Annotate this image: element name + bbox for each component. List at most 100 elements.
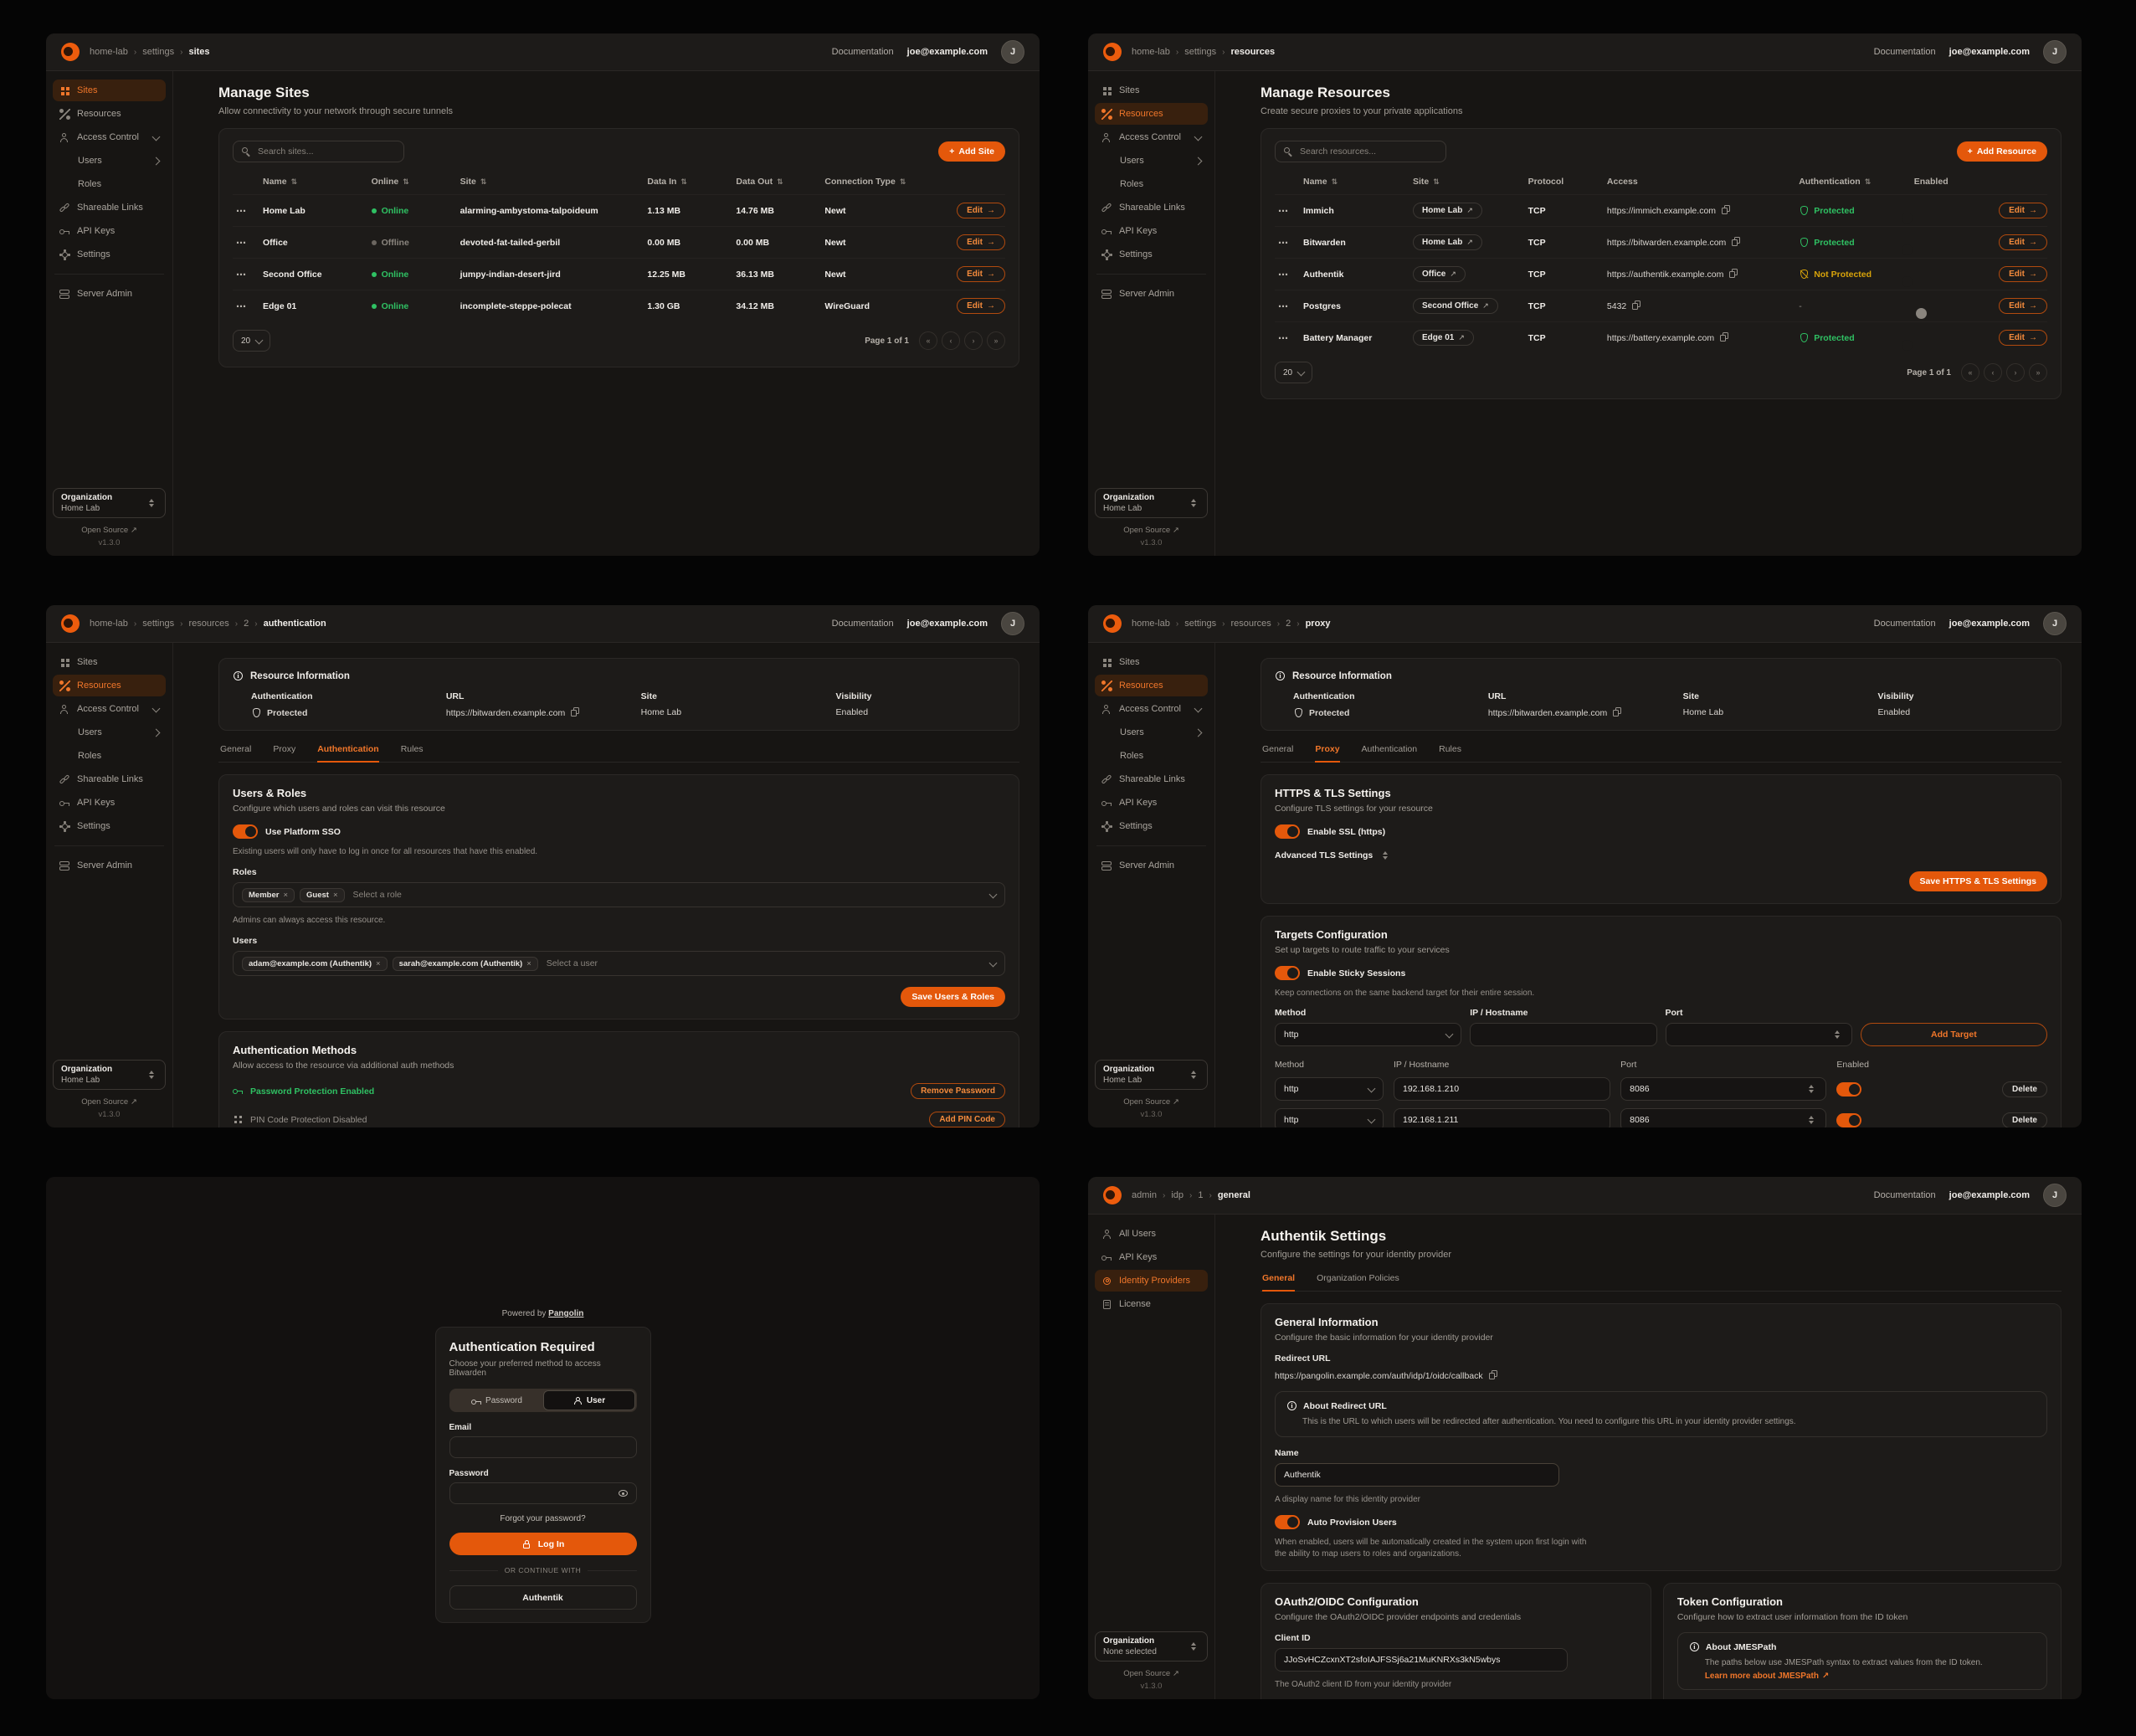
edit-button[interactable]: Edit →	[1999, 298, 2047, 314]
sidebar-item-all-users[interactable]: All Users	[1095, 1223, 1208, 1245]
user-email[interactable]: joe@example.com	[906, 619, 988, 629]
close-icon[interactable]: ×	[376, 958, 381, 968]
sidebar-item-shareable-links[interactable]: Shareable Links	[1095, 197, 1208, 218]
breadcrumb-segment[interactable]: resources	[188, 619, 229, 629]
user-email[interactable]: joe@example.com	[906, 47, 988, 57]
sidebar-item-api-keys[interactable]: API Keys	[1095, 792, 1208, 814]
tab-authentication[interactable]: Authentication	[317, 744, 379, 763]
org-selector[interactable]: Organization Home Lab	[53, 1060, 166, 1090]
copy-icon[interactable]	[1631, 300, 1642, 311]
column-header-online[interactable]: Online ⇅	[371, 177, 409, 187]
next-page-button[interactable]: ›	[2006, 363, 2025, 382]
search-input[interactable]	[258, 146, 396, 157]
breadcrumb-segment[interactable]: idp	[1171, 1190, 1184, 1200]
next-page-button[interactable]: ›	[964, 331, 983, 350]
column-header-site[interactable]: Site ⇅	[1413, 177, 1440, 187]
prev-page-button[interactable]: ‹	[1984, 363, 2002, 382]
sidebar-item-shareable-links[interactable]: Shareable Links	[1095, 768, 1208, 790]
user-chip[interactable]: sarah@example.com (Authentik) ×	[392, 956, 538, 971]
sidebar-item-users[interactable]: Users	[53, 722, 166, 743]
stepper-icon[interactable]	[1806, 1084, 1817, 1095]
sidebar-item-access-control[interactable]: Access Control	[1095, 698, 1208, 720]
row-actions-icon[interactable]: ⋯	[1278, 300, 1288, 312]
target-enabled-toggle[interactable]	[1836, 1081, 1862, 1097]
documentation-link[interactable]: Documentation	[831, 47, 894, 57]
tab-authentication[interactable]: Authentication	[1361, 744, 1418, 754]
org-selector[interactable]: Organization Home Lab	[1095, 1060, 1208, 1090]
last-page-button[interactable]: »	[987, 331, 1005, 350]
copy-icon[interactable]	[1488, 1370, 1499, 1381]
save-users-roles-button[interactable]: Save Users & Roles	[901, 987, 1005, 1007]
breadcrumb-segment[interactable]: resources	[1230, 619, 1271, 629]
copy-icon[interactable]	[1731, 237, 1742, 248]
copy-icon[interactable]	[1612, 707, 1623, 718]
sidebar-item-roles[interactable]: Roles	[53, 745, 166, 767]
sidebar-item-roles[interactable]: Roles	[1095, 173, 1208, 195]
prev-page-button[interactable]: ‹	[942, 331, 960, 350]
delete-target-button[interactable]: Delete	[2001, 1081, 2047, 1097]
sidebar-item-shareable-links[interactable]: Shareable Links	[53, 197, 166, 218]
site-chip[interactable]: Home Lab ↗	[1413, 203, 1482, 218]
tab-password[interactable]: Password	[451, 1390, 543, 1410]
copy-icon[interactable]	[570, 707, 581, 718]
tab-rules[interactable]: Rules	[400, 744, 424, 754]
sidebar-item-identity-providers[interactable]: Identity Providers	[1095, 1270, 1208, 1292]
advanced-tls-settings[interactable]: Advanced TLS Settings	[1275, 850, 2047, 860]
sidebar-item-users[interactable]: Users	[53, 150, 166, 172]
open-source-link[interactable]: Open Source ↗	[1123, 526, 1179, 535]
idp-name-input[interactable]	[1284, 1470, 1550, 1480]
first-page-button[interactable]: «	[919, 331, 937, 350]
close-icon[interactable]: ×	[332, 890, 338, 900]
row-actions-icon[interactable]: ⋯	[1278, 204, 1288, 217]
ip-hostname-input[interactable]	[1479, 1030, 1648, 1040]
sidebar-item-api-keys[interactable]: API Keys	[53, 220, 166, 242]
client-id-input[interactable]	[1284, 1655, 1558, 1665]
port-input[interactable]	[1630, 1115, 1802, 1125]
forgot-password-link[interactable]: Forgot your password?	[500, 1514, 586, 1523]
add-target-button[interactable]: Add Target	[1860, 1023, 2047, 1046]
role-chip[interactable]: Guest ×	[300, 887, 345, 902]
site-chip[interactable]: Office ↗	[1413, 266, 1466, 282]
add-pin-code-button[interactable]: Add PIN Code	[929, 1112, 1005, 1127]
tab-user[interactable]: User	[542, 1390, 635, 1410]
sidebar-item-api-keys[interactable]: API Keys	[1095, 1246, 1208, 1268]
column-header-data-in[interactable]: Data In ⇅	[647, 177, 687, 187]
ip-hostname-input[interactable]	[1403, 1115, 1602, 1125]
avatar[interactable]: J	[2043, 1184, 2067, 1207]
close-icon[interactable]: ×	[526, 958, 531, 968]
documentation-link[interactable]: Documentation	[831, 619, 894, 629]
sidebar-item-shareable-links[interactable]: Shareable Links	[53, 768, 166, 790]
breadcrumb-segment[interactable]: home-lab	[1132, 47, 1170, 57]
sidebar-item-access-control[interactable]: Access Control	[53, 126, 166, 148]
org-selector[interactable]: Organization Home Lab	[1095, 488, 1208, 518]
ip-hostname-input[interactable]	[1403, 1084, 1602, 1094]
breadcrumb-segment[interactable]: home-lab	[90, 47, 128, 57]
tab-proxy[interactable]: Proxy	[273, 744, 296, 754]
breadcrumb-segment[interactable]: 1	[1198, 1190, 1204, 1200]
sidebar-item-roles[interactable]: Roles	[53, 173, 166, 195]
sidebar-item-resources[interactable]: Resources	[53, 675, 166, 696]
stepper-icon[interactable]	[1806, 1115, 1817, 1126]
sidebar-item-access-control[interactable]: Access Control	[1095, 126, 1208, 148]
sidebar-item-users[interactable]: Users	[1095, 722, 1208, 743]
page-size-select[interactable]: 20	[233, 330, 271, 352]
tab-organization-policies[interactable]: Organization Policies	[1317, 1273, 1399, 1283]
avatar[interactable]: J	[1001, 40, 1024, 64]
sidebar-item-server-admin[interactable]: Server Admin	[53, 283, 166, 305]
user-chip[interactable]: adam@example.com (Authentik) ×	[242, 956, 388, 971]
tab-general[interactable]: General	[220, 744, 252, 754]
target-enabled-toggle[interactable]	[1836, 1112, 1862, 1127]
login-button[interactable]: Log In	[449, 1533, 637, 1555]
method-select[interactable]: http	[1275, 1077, 1384, 1101]
row-actions-icon[interactable]: ⋯	[1278, 236, 1288, 249]
sidebar-item-api-keys[interactable]: API Keys	[1095, 220, 1208, 242]
breadcrumb-segment[interactable]: 2	[1286, 619, 1291, 629]
sidebar-item-settings[interactable]: Settings	[1095, 244, 1208, 265]
copy-icon[interactable]	[1721, 205, 1732, 216]
column-header-site[interactable]: Site ⇅	[460, 177, 487, 187]
breadcrumb-segment[interactable]: home-lab	[1132, 619, 1170, 629]
user-email[interactable]: joe@example.com	[1949, 619, 2030, 629]
sidebar-item-settings[interactable]: Settings	[1095, 815, 1208, 837]
close-icon[interactable]: ×	[283, 890, 288, 900]
column-header-data-out[interactable]: Data Out ⇅	[736, 177, 783, 187]
